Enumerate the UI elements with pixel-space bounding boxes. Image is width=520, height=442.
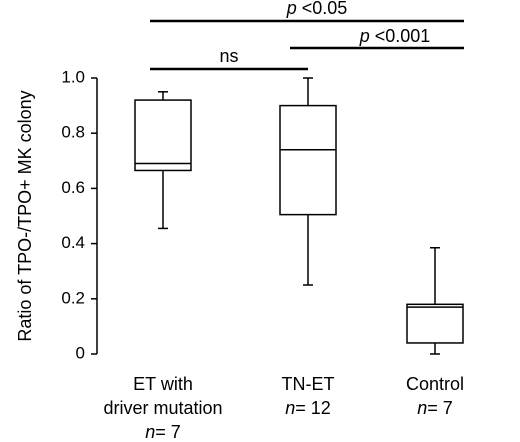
y-tick-label: 0.6 — [61, 178, 85, 197]
n-value: = 7 — [155, 422, 181, 442]
y-tick-label: 0.4 — [61, 233, 85, 252]
comparison-label: p <0.05 — [286, 0, 348, 18]
y-tick-label: 0.2 — [61, 288, 85, 307]
sample-size-label: n= 7 — [145, 422, 181, 442]
sample-size-label: n= 12 — [285, 398, 331, 418]
p-symbol: p — [286, 0, 297, 18]
category-label: Control — [406, 374, 464, 394]
n-symbol: n — [145, 422, 155, 442]
n-value: = 7 — [427, 398, 453, 418]
iqr-box — [406, 303, 464, 344]
category-label: ET with — [133, 374, 193, 394]
category-label: TN-ET — [282, 374, 335, 394]
iqr-box — [134, 99, 192, 172]
y-axis-label: Ratio of TPO-/TPO+ MK colony — [15, 90, 35, 341]
n-symbol: n — [417, 398, 427, 418]
ns-text: ns — [219, 46, 238, 66]
n-value: = 12 — [295, 398, 331, 418]
box-group — [406, 246, 464, 355]
iqr-box — [279, 104, 337, 216]
category-label: driver mutation — [103, 398, 222, 418]
comparison-label: ns — [219, 46, 238, 66]
y-axis: 0 0.2 0.4 0.6 0.8 1.0 — [61, 67, 98, 362]
y-tick-label: 0 — [76, 343, 85, 362]
y-tick-label: 0.8 — [61, 123, 85, 142]
comparison-label: p <0.001 — [359, 26, 431, 46]
box-group — [134, 91, 192, 230]
boxes — [134, 77, 464, 355]
p-symbol: p — [359, 26, 370, 46]
y-tick-label: 1.0 — [61, 67, 85, 86]
p-value: <0.001 — [370, 26, 431, 46]
p-value: <0.05 — [297, 0, 348, 18]
sample-size-label: n= 7 — [417, 398, 453, 418]
box-group — [279, 77, 337, 286]
n-symbol: n — [285, 398, 295, 418]
